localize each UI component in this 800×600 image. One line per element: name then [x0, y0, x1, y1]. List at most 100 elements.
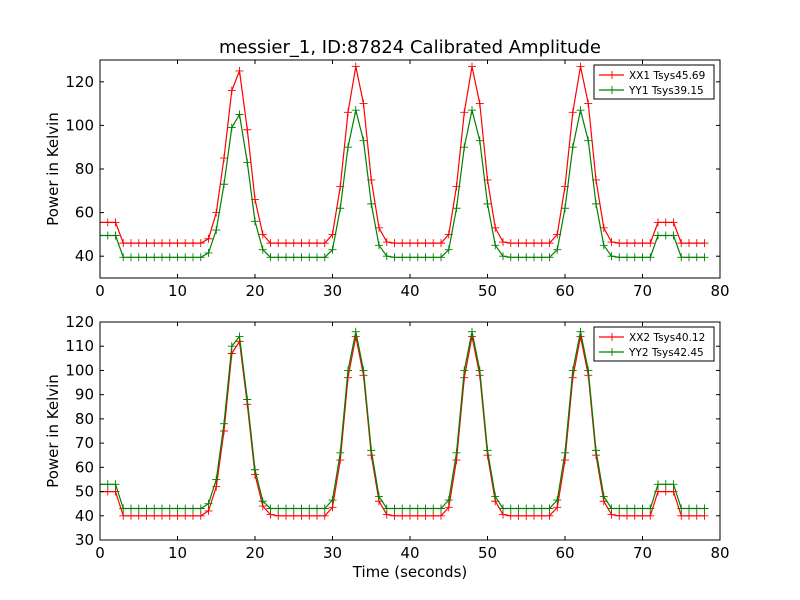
data-point [220, 180, 228, 189]
data-point [274, 504, 283, 513]
data-point [134, 511, 143, 520]
bottom-panel: 0 10 20 30 40 50 60 70 80 30 40 50 60 70 80 90 100 110 120… [44, 313, 730, 562]
data-point [669, 218, 678, 227]
data-point [189, 504, 197, 513]
data-point [537, 253, 546, 262]
data-point [553, 503, 562, 512]
data-point [103, 480, 112, 489]
data-point [375, 241, 383, 250]
data-point [220, 154, 228, 163]
data-point [328, 496, 337, 505]
legend-box [593, 64, 715, 100]
legend-marker [608, 333, 616, 341]
data-point [514, 239, 523, 248]
data-point [406, 504, 414, 513]
data-point [506, 504, 515, 513]
data-point [181, 504, 190, 513]
x-tick-label: 20 [245, 544, 264, 562]
data-point [661, 480, 670, 489]
data-point [638, 511, 647, 520]
data-point [623, 504, 631, 513]
data-point [646, 504, 655, 513]
data-point [320, 253, 329, 262]
data-point [561, 204, 569, 213]
data-point [320, 504, 329, 513]
data-point [119, 239, 128, 248]
data-point [297, 504, 306, 513]
data-point [685, 511, 693, 520]
data-point [111, 231, 120, 240]
data-point [119, 504, 128, 513]
data-point [243, 158, 252, 167]
data-point [514, 511, 523, 520]
data-point [592, 199, 600, 208]
data-point [421, 504, 430, 513]
data-point [444, 496, 453, 505]
data-point [568, 108, 577, 117]
figure-title: messier_1, ID:87824 Calibrated Amplitude [219, 37, 601, 58]
data-point [561, 456, 569, 465]
data-point [119, 253, 128, 262]
y-tick-label: 110 [65, 337, 94, 355]
data-point [506, 511, 515, 520]
data-point [204, 506, 213, 515]
data-point [351, 62, 360, 71]
data-point [313, 239, 321, 248]
y-tick-label: 70 [75, 434, 94, 452]
data-point [553, 245, 562, 254]
data-point [468, 62, 476, 71]
data-point [243, 125, 252, 134]
data-point [150, 239, 159, 248]
x-tick-label: 30 [323, 282, 342, 300]
data-point [336, 448, 345, 457]
data-point [305, 239, 314, 248]
data-point [692, 239, 701, 248]
data-point [359, 366, 368, 375]
data-point [313, 504, 321, 513]
data-point [305, 253, 314, 262]
data-point [382, 238, 391, 247]
data-point [111, 218, 120, 227]
data-point [282, 239, 290, 248]
data-point [375, 492, 383, 501]
data-point [522, 504, 531, 513]
data-point [150, 504, 159, 513]
data-point [305, 504, 314, 513]
data-point [444, 245, 453, 254]
data-point [103, 218, 112, 227]
data-point [545, 504, 554, 513]
data-point [646, 239, 655, 248]
legend-label: YY1 Tsys39.15 [628, 85, 704, 97]
data-point [359, 136, 368, 145]
data-point [258, 497, 267, 506]
data-point [158, 239, 166, 248]
data-point [313, 511, 321, 520]
data-point [289, 239, 298, 248]
legend-marker [608, 71, 616, 79]
data-point [468, 106, 476, 115]
data-point [406, 253, 414, 262]
legend-label: XX1 Tsys45.69 [629, 70, 705, 82]
data-point [437, 253, 445, 262]
x-tick-label: 70 [633, 544, 652, 562]
data-point [390, 253, 399, 262]
data-point [599, 492, 608, 501]
data-point [212, 226, 221, 235]
data-point [514, 504, 523, 513]
data-point [127, 253, 135, 262]
data-point [413, 253, 422, 262]
data-point [460, 366, 469, 375]
data-point [398, 504, 407, 513]
data-point [344, 108, 352, 117]
data-point [437, 504, 445, 513]
data-point [692, 253, 701, 262]
data-point [475, 99, 484, 108]
data-point [545, 253, 554, 262]
data-point [100, 231, 104, 240]
data-point [599, 241, 608, 250]
x-tick-label: 30 [323, 544, 342, 562]
y-tick-label: 100 [65, 361, 94, 379]
data-point [623, 511, 631, 520]
data-point [468, 327, 476, 336]
data-point [452, 204, 461, 213]
